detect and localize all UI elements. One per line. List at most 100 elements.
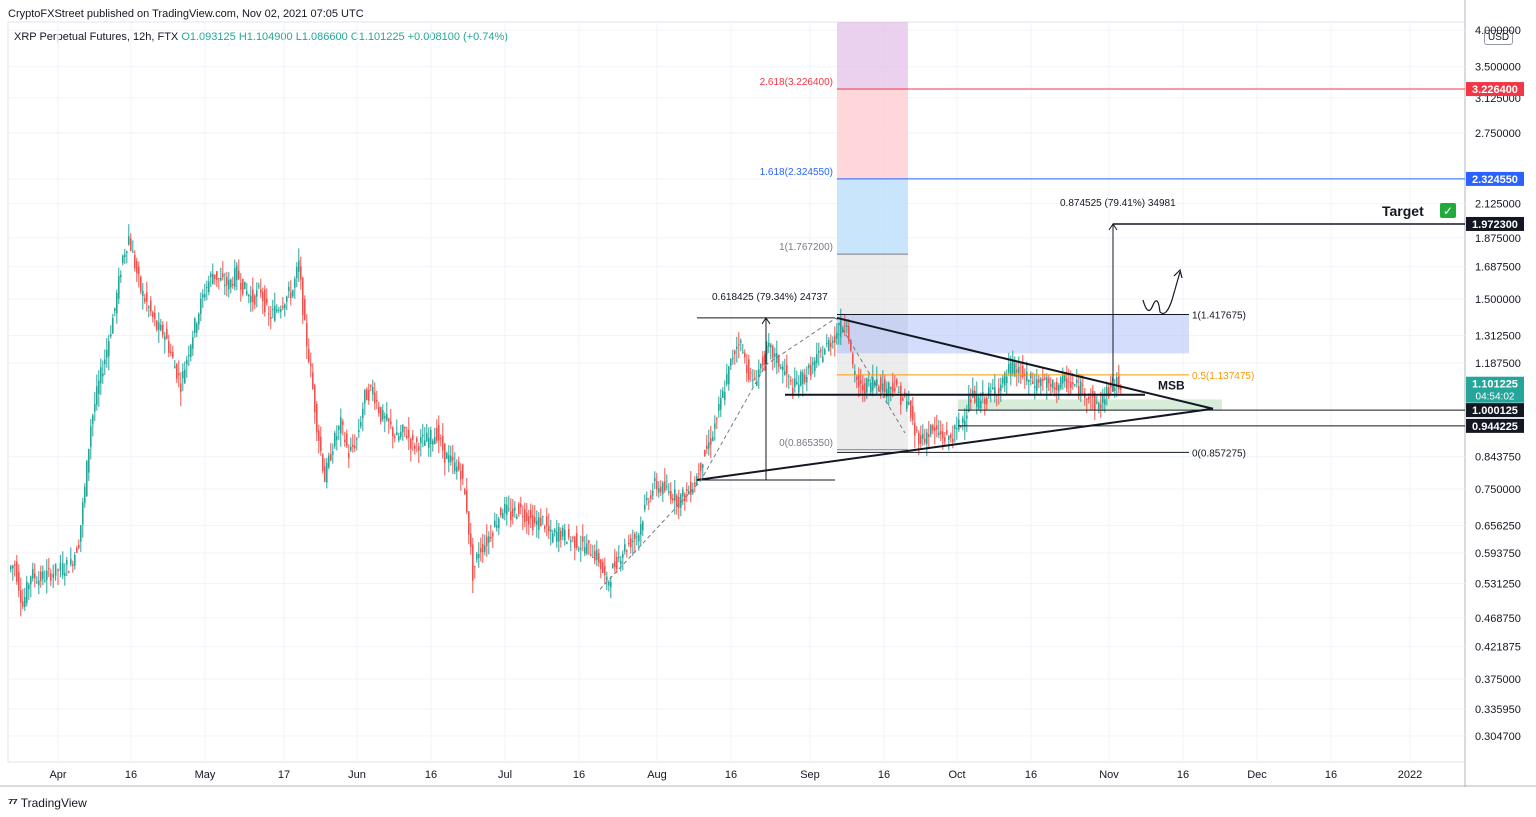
candle-body: [950, 434, 952, 439]
candle-body: [360, 421, 362, 427]
candle-body: [700, 462, 702, 472]
candle-body: [294, 279, 296, 288]
candle-body: [448, 455, 450, 463]
candle-body: [1030, 373, 1032, 378]
candle-body: [1094, 392, 1096, 411]
target-check-icon: [1440, 202, 1456, 218]
candle-body: [550, 529, 552, 532]
candle-body: [28, 584, 30, 590]
symbol-name[interactable]: XRP Perpetual Futures, 12h, FTX: [14, 31, 179, 43]
y-tick-label: 0.375000: [1475, 674, 1521, 686]
candle-body: [854, 371, 856, 375]
y-tick-label: 0.750000: [1475, 484, 1521, 496]
tradingview-logo-icon[interactable]: ⁷⁷: [8, 795, 18, 810]
candle-body: [132, 251, 134, 253]
candle-body: [544, 526, 546, 529]
candle-body: [954, 425, 956, 430]
candle-body: [572, 537, 574, 539]
candle-body: [496, 525, 498, 528]
candle-body: [36, 582, 38, 584]
candle-body: [422, 434, 424, 437]
candle-body: [188, 354, 190, 357]
candle-body: [196, 323, 198, 333]
candle-body: [920, 435, 922, 444]
candle-body: [718, 404, 720, 411]
candle-body: [318, 430, 320, 441]
candle-body: [568, 528, 570, 538]
candle-body: [228, 279, 230, 290]
candle-body: [180, 383, 182, 393]
candle-body: [902, 398, 904, 401]
candle-body: [970, 399, 972, 403]
candle-body: [82, 502, 84, 525]
x-tick-label: Oct: [948, 769, 965, 781]
candle-body: [562, 527, 564, 537]
support-zone: [958, 399, 1222, 411]
candle-body: [782, 366, 784, 371]
candle-body: [84, 486, 86, 503]
candle-body: [1106, 386, 1108, 395]
candle-body: [610, 581, 612, 588]
candle-body: [988, 387, 990, 395]
fib-level-label: 1.618(2.324550): [760, 167, 833, 178]
candle-body: [436, 428, 438, 441]
fib-right-label: 0(0.857275): [1192, 448, 1246, 459]
candle-body: [264, 289, 266, 313]
candle-body: [1012, 360, 1014, 374]
candle-body: [434, 437, 436, 445]
candle-body: [286, 296, 288, 302]
candle-body: [672, 498, 674, 501]
candle-body: [426, 432, 428, 442]
candle-body: [476, 553, 478, 560]
candle-body: [174, 366, 176, 369]
candle-body: [1072, 382, 1074, 385]
x-tick-label: 2022: [1398, 769, 1422, 781]
x-tick-label: Sep: [800, 769, 820, 781]
x-tick-label: Nov: [1099, 769, 1119, 781]
candle-body: [62, 563, 64, 576]
candle-body: [292, 290, 294, 297]
candle-body: [1118, 376, 1120, 390]
candle-body: [366, 388, 368, 401]
candle-body: [796, 382, 798, 385]
candle-body: [1108, 387, 1110, 397]
candle-body: [312, 372, 314, 389]
candle-body: [216, 271, 218, 281]
candle-body: [614, 561, 616, 567]
candle-body: [986, 398, 988, 404]
currency-badge[interactable]: USD: [1484, 30, 1514, 45]
candle-body: [740, 340, 742, 343]
price-tag-bg: [1466, 171, 1524, 186]
candle-body: [350, 446, 352, 451]
candle-body: [556, 531, 558, 542]
candle-body: [838, 334, 840, 336]
candle-body: [160, 324, 162, 331]
candle-body: [978, 397, 980, 409]
candle-body: [1044, 378, 1046, 380]
measure2-label: 0.874525 (79.41%) 34981: [1060, 198, 1176, 209]
price-tag-bg: [1466, 418, 1524, 433]
candle-body: [482, 544, 484, 553]
y-tick-label: 0.531250: [1475, 579, 1521, 591]
candle-body: [994, 387, 996, 396]
candle-body: [466, 490, 468, 513]
candle-body: [536, 520, 538, 525]
candle-body: [380, 407, 382, 422]
candle-body: [858, 375, 860, 387]
candle-body: [634, 533, 636, 540]
candle-body: [1020, 374, 1022, 377]
candle-body: [804, 374, 806, 383]
candle-body: [870, 382, 872, 393]
candle-body: [856, 376, 858, 380]
candle-body: [990, 390, 992, 392]
candle-body: [258, 285, 260, 287]
candle-body: [644, 504, 646, 510]
candle-body: [654, 478, 656, 481]
publisher-header: CryptoFXStreet published on TradingView.…: [8, 8, 364, 20]
candle-body: [1064, 374, 1066, 382]
candle-body: [340, 417, 342, 434]
candle-body: [64, 572, 66, 576]
footer-brand[interactable]: TradingView: [20, 795, 87, 810]
candle-body: [1090, 397, 1092, 399]
